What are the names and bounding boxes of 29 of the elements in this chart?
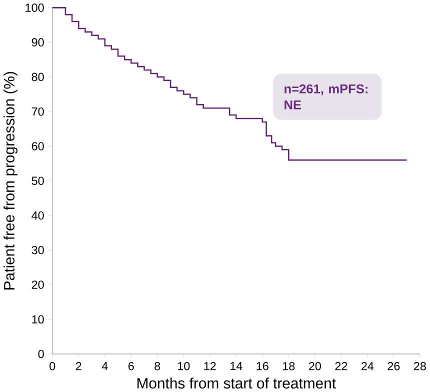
x-tick-label: 18: [283, 362, 295, 370]
x-tick-label: 8: [154, 362, 160, 370]
y-tick-label: 90: [32, 38, 44, 46]
x-tick-label: 20: [308, 362, 321, 370]
x-tick-label: 4: [102, 362, 108, 370]
x-tick-label: 10: [178, 362, 190, 370]
x-tick-label: 28: [414, 362, 426, 370]
x-tick-label: 16: [256, 362, 268, 370]
annotation: n=261, mPFS: NE: [284, 84, 368, 110]
y-tick-label: 50: [32, 176, 44, 185]
y-tick-label: 30: [32, 246, 44, 254]
y-tick-label: 70: [32, 107, 44, 116]
x-tick-label: 2: [76, 362, 82, 370]
y-axis-title: Patient free from progression (%): [4, 72, 18, 290]
y-tick-label: 40: [32, 211, 44, 220]
y-tick-label: 80: [32, 72, 44, 82]
x-tick-label: 24: [361, 362, 374, 370]
y-tick-label: 20: [32, 280, 44, 289]
y-tick-label: 10: [32, 315, 44, 324]
y-tick-label: 60: [32, 142, 44, 150]
x-axis-title: Months from start of treatment: [137, 378, 336, 389]
x-tick-label: 14: [230, 362, 242, 370]
x-tick-label: 22: [335, 362, 348, 370]
y-tick-label: 100: [26, 4, 44, 12]
x-tick-label: 12: [204, 362, 216, 370]
x-tick-label: 26: [388, 362, 400, 370]
y-tick-label: 0: [38, 350, 44, 358]
x-tick-label: 0: [50, 362, 56, 370]
x-tick-label: 6: [128, 362, 134, 370]
